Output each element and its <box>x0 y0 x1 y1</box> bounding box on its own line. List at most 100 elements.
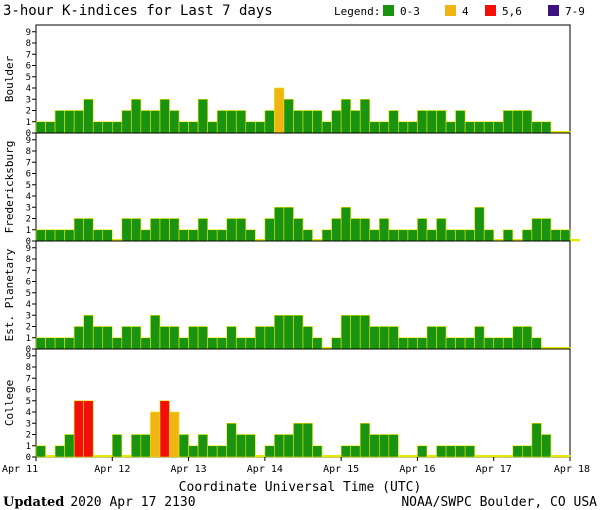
x-tick-label: Apr 17 <box>476 464 512 475</box>
y-tick-label: 4 <box>26 192 31 202</box>
legend-swatch-0 <box>383 5 394 16</box>
k-bar <box>140 434 151 458</box>
k-bar <box>464 445 475 458</box>
x-tick-label: Apr 14 <box>247 464 283 475</box>
k-bar <box>274 434 285 458</box>
k-bar <box>340 98 351 134</box>
y-tick-label: 8 <box>26 255 31 265</box>
k-bar <box>378 326 390 350</box>
legend-swatch-2 <box>485 5 496 16</box>
k-bar <box>121 455 132 458</box>
k-bar <box>445 229 456 242</box>
k-bar <box>54 110 65 134</box>
y-tick-label: 6 <box>26 170 31 180</box>
k-bar <box>188 445 199 458</box>
k-bar <box>35 121 46 134</box>
k-bar <box>121 110 132 134</box>
chart-title: 3-hour K-indices for Last 7 days <box>3 3 273 19</box>
k-bar <box>464 337 475 350</box>
k-bar <box>216 337 228 350</box>
k-bar <box>436 445 447 458</box>
y-tick-label: 8 <box>26 147 31 157</box>
panel-station-label: Est. Planetary <box>3 248 16 341</box>
y-tick-label: 0 <box>26 345 31 355</box>
k-bar <box>483 337 495 350</box>
y-tick-label: 3 <box>26 203 31 213</box>
k-bar <box>197 98 208 134</box>
k-bar <box>302 110 313 134</box>
legend-item-label: 4 <box>462 5 469 18</box>
k-bar <box>398 337 409 350</box>
k-bar <box>483 229 495 242</box>
k-bar <box>197 326 208 350</box>
k-bar <box>474 326 485 350</box>
k-bar <box>398 229 409 242</box>
k-bar <box>178 434 189 458</box>
k-bar <box>512 326 523 350</box>
k-bar <box>445 121 456 134</box>
k-bar <box>426 326 437 350</box>
k-bar <box>445 337 456 350</box>
y-tick-label: 7 <box>26 266 31 276</box>
y-tick-label: 7 <box>26 50 31 60</box>
k-bar <box>226 422 237 458</box>
k-bar <box>417 337 428 350</box>
y-tick-label: 9 <box>26 244 31 254</box>
y-tick-label: 1 <box>26 226 31 236</box>
legend-item-label: 7-9 <box>565 5 585 18</box>
k-bar <box>226 110 237 134</box>
k-bar <box>340 206 351 242</box>
k-bar <box>35 445 46 458</box>
y-tick-label: 2 <box>26 107 31 117</box>
y-tick-label: 0 <box>26 453 31 463</box>
y-tick-label: 6 <box>26 62 31 72</box>
x-tick-label: Apr 13 <box>171 464 207 475</box>
k-bar <box>483 121 495 134</box>
k-bar <box>235 218 247 242</box>
k-bar <box>369 229 380 242</box>
y-tick-label: 9 <box>26 352 31 362</box>
k-bar <box>483 455 495 458</box>
k-bar <box>159 98 170 134</box>
k-bar <box>340 314 351 350</box>
k-bar <box>197 218 208 242</box>
k-bar <box>541 218 552 242</box>
k-bar <box>312 337 323 350</box>
k-bar <box>188 229 199 242</box>
k-bar <box>474 121 485 134</box>
k-bar <box>102 229 113 242</box>
k-bar <box>407 229 418 242</box>
k-bar <box>426 229 437 242</box>
k-bar <box>359 98 371 134</box>
k-bar <box>150 110 161 134</box>
k-bar <box>493 121 504 134</box>
k-bar <box>321 229 332 242</box>
k-bar <box>550 455 561 458</box>
k-bar <box>64 229 75 242</box>
k-bar <box>264 326 275 350</box>
k-bar <box>569 239 580 242</box>
k-bar <box>445 445 456 458</box>
k-bar <box>54 337 65 350</box>
k-bar <box>493 455 504 458</box>
k-bar <box>159 400 170 458</box>
k-bar <box>264 110 275 134</box>
y-tick-label: 9 <box>26 136 31 146</box>
y-tick-label: 2 <box>26 323 31 333</box>
k-bar <box>226 326 237 350</box>
k-bar <box>522 445 533 458</box>
k-bar <box>455 110 466 134</box>
k-bar <box>73 326 84 350</box>
k-bar <box>35 229 46 242</box>
k-bar <box>45 455 56 458</box>
k-bar <box>531 121 542 134</box>
k-bar <box>102 455 113 458</box>
k-bar <box>274 206 285 242</box>
k-bar <box>502 110 514 134</box>
k-bar <box>235 337 247 350</box>
y-tick-label: 6 <box>26 278 31 288</box>
k-bar <box>102 326 113 350</box>
panel-station-label: Boulder <box>3 55 16 102</box>
k-bar <box>92 121 104 134</box>
